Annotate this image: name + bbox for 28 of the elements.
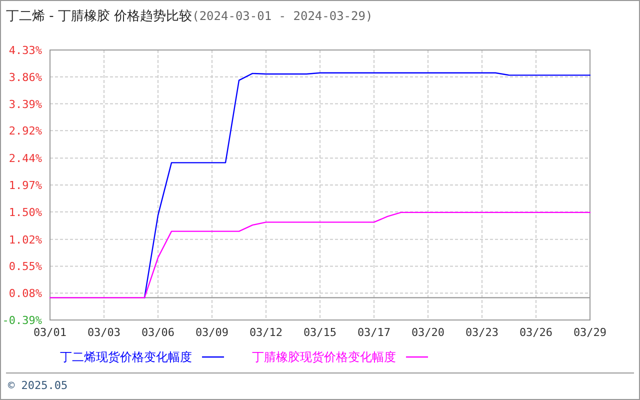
line-series [144,72,591,298]
x-tick-label: 03/06 [141,326,175,339]
chart-subtitle: (2024-03-01 - 2024-03-29) [192,9,373,23]
y-tick-label: 1.97% [8,179,42,192]
x-tick-label: 03/17 [357,326,391,339]
x-tick-label: 03/26 [519,326,553,339]
x-tick-label: 03/03 [87,326,121,339]
line-series [49,212,591,298]
x-tick-label: 03/12 [249,326,283,339]
y-tick-label: 0.08% [8,287,42,300]
x-tick-label: 03/20 [411,326,445,339]
x-tick-label: 03/15 [303,326,337,339]
x-tick-label: 03/01 [33,326,67,339]
text: © 2025.05 [8,379,68,392]
y-tick-label: 1.02% [8,233,42,246]
x-tick-label: 03/23 [465,326,499,339]
y-tick-label: 2.44% [8,152,42,166]
x-tick-label: 03/09 [195,326,229,339]
y-tick-label: -0.39% [2,314,42,327]
y-tick-label: 2.92% [8,124,42,138]
y-tick-label: 3.39% [8,98,42,111]
legend-label: 丁腈橡胶现货价格变化幅度 [252,350,396,364]
y-tick-label: 4.33% [8,44,42,57]
x-tick-label: 03/29 [573,326,607,339]
y-tick-label: 3.86% [8,70,42,84]
legend-label: 丁二烯现货价格变化幅度 [60,350,192,364]
y-tick-label: 1.50% [8,206,42,219]
y-tick-label: 0.55% [8,260,42,274]
